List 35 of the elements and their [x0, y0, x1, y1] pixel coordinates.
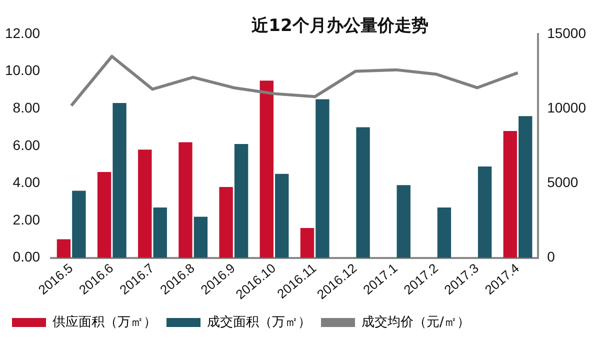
bar: [260, 80, 274, 258]
y2-tick-label: 10000: [547, 99, 586, 116]
bar: [356, 127, 370, 258]
legend-label: 供应面积（万㎡）: [52, 314, 156, 330]
bar: [478, 166, 492, 258]
bar: [275, 174, 289, 258]
bar: [138, 150, 152, 258]
bar: [396, 185, 410, 258]
bar: [97, 172, 112, 258]
bar: [153, 207, 167, 258]
y-tick-label: 2.00: [12, 211, 40, 228]
bar: [194, 216, 208, 258]
y-tick-label: 4.00: [12, 174, 40, 190]
y2-tick-label: 15000: [547, 24, 586, 41]
bar: [300, 228, 314, 258]
legend-label: 成交面积（万㎡）: [207, 314, 311, 330]
legend-label: 成交均价（元/㎡）: [362, 314, 470, 330]
bar: [437, 207, 452, 258]
bar: [316, 99, 330, 258]
bar: [178, 142, 192, 258]
y-tick-label: 6.00: [12, 136, 40, 153]
bar: [234, 144, 248, 258]
bar: [518, 116, 532, 258]
bar: [56, 239, 71, 258]
y2-tick-label: 5000: [547, 174, 578, 190]
y2-tick-label: 0: [547, 248, 556, 265]
chart-title: 近12个月办公量价走势: [250, 15, 430, 37]
bar: [219, 186, 233, 258]
y-tick-label: 12.00: [4, 24, 40, 41]
y-tick-label: 8.00: [12, 99, 40, 116]
bar: [503, 131, 518, 258]
bar: [72, 190, 86, 258]
y-tick-label: 10.00: [4, 62, 40, 78]
y-tick-label: 0.00: [12, 248, 40, 265]
bar: [112, 103, 126, 258]
